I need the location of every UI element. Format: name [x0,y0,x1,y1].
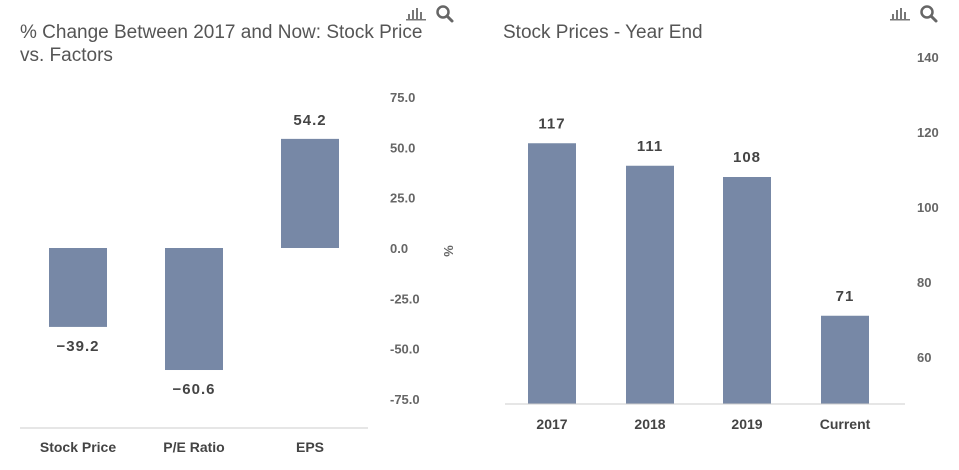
bar-eps [281,138,339,248]
bar-current [821,315,869,404]
bar-chart-icon[interactable] [890,8,910,21]
y-axis-label: % [441,245,456,257]
y-tick-label: 25.0 [390,191,415,206]
data-label: 54.2 [293,112,326,129]
data-label: 111 [637,138,663,155]
data-label: −60.6 [173,381,216,398]
y-tick-label: 75.0 [390,90,415,105]
chart-title: Stock Prices - Year End [503,22,703,43]
bar-2017 [528,143,576,404]
y-tick-label: 140 [917,50,939,65]
search-icon[interactable] [436,5,454,23]
data-label: −39.2 [57,338,100,355]
y-tick-label: 60 [917,350,931,365]
bar-chart-icon[interactable] [406,8,426,21]
search-icon[interactable] [920,5,938,23]
y-tick-label: 80 [917,275,931,290]
y-tick-label: 50.0 [390,140,415,155]
x-tick-label: Stock Price [40,439,116,455]
data-label: 71 [836,288,855,305]
bar-2019 [723,177,771,404]
bar-2018 [626,165,674,404]
chart-title: % Change Between 2017 and Now: Stock Pri… [20,22,422,43]
y-tick-label: -75.0 [390,392,420,407]
y-tick-label: -25.0 [390,291,420,306]
bar-stock-price [49,248,107,327]
x-tick-label: Current [820,416,871,432]
bar-p-e-ratio [165,248,223,371]
x-tick-label: P/E Ratio [163,439,224,455]
x-tick-label: EPS [296,439,324,455]
data-label: 108 [733,149,761,166]
y-tick-label: 0.0 [390,241,408,256]
x-tick-label: 2018 [634,416,665,432]
x-tick-label: 2017 [536,416,567,432]
y-tick-label: -50.0 [390,342,420,357]
data-label: 117 [538,115,565,132]
y-tick-label: 120 [917,125,939,140]
x-tick-label: 2019 [731,416,762,432]
y-tick-label: 100 [917,200,939,215]
chart-title: vs. Factors [20,45,113,66]
